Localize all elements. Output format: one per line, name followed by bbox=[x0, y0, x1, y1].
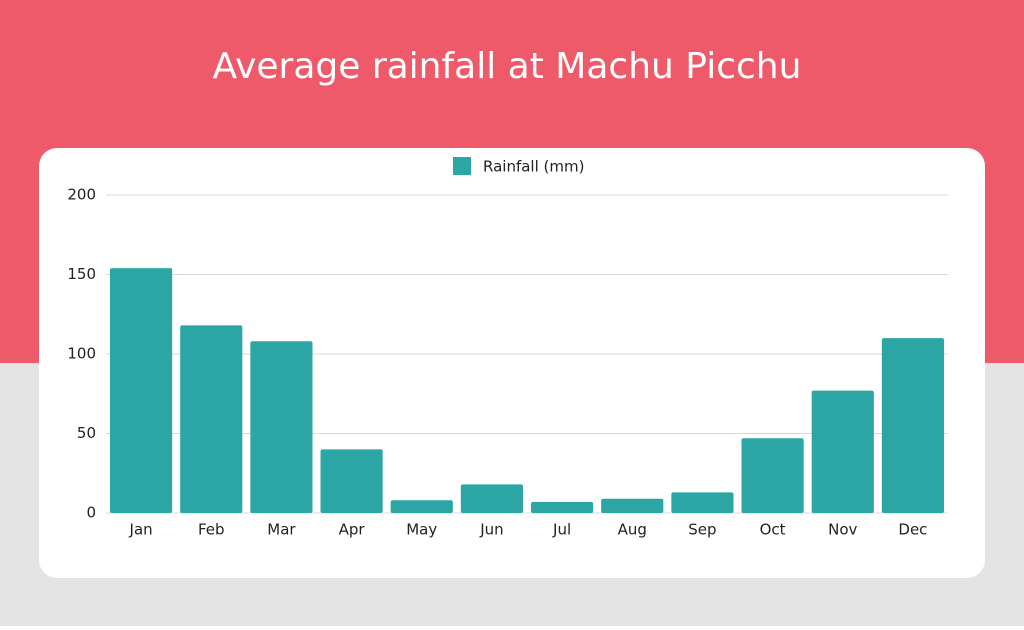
x-tick-label: Jun bbox=[479, 521, 503, 539]
bar bbox=[390, 500, 453, 513]
x-tick-label: Nov bbox=[828, 521, 857, 539]
y-tick-label: 200 bbox=[67, 186, 96, 204]
x-tick-label: Jul bbox=[552, 521, 571, 539]
bar bbox=[671, 492, 734, 513]
bar bbox=[460, 484, 523, 513]
y-tick-label: 50 bbox=[77, 424, 96, 442]
x-tick-label: Feb bbox=[198, 521, 225, 539]
bar bbox=[811, 390, 874, 513]
legend-swatch bbox=[453, 157, 471, 175]
bar bbox=[531, 501, 594, 513]
x-tick-label: Jan bbox=[129, 521, 153, 539]
bar bbox=[110, 268, 173, 513]
bar bbox=[320, 449, 383, 513]
bar bbox=[741, 438, 804, 513]
y-tick-label: 150 bbox=[67, 265, 96, 283]
x-tick-label: Apr bbox=[339, 521, 366, 539]
bar bbox=[601, 498, 664, 513]
bar bbox=[881, 338, 944, 513]
y-tick-label: 0 bbox=[86, 504, 96, 522]
x-tick-label: Aug bbox=[618, 521, 647, 539]
y-tick-label: 100 bbox=[67, 345, 96, 363]
x-tick-label: Dec bbox=[898, 521, 927, 539]
x-tick-label: May bbox=[406, 521, 437, 539]
chart-title: Average rainfall at Machu Picchu bbox=[213, 46, 802, 87]
legend-label: Rainfall (mm) bbox=[483, 158, 584, 176]
x-tick-label: Sep bbox=[688, 521, 716, 539]
x-tick-label: Mar bbox=[267, 521, 296, 539]
x-tick-label: Oct bbox=[760, 521, 786, 539]
bar bbox=[180, 325, 243, 513]
bar bbox=[250, 341, 313, 513]
